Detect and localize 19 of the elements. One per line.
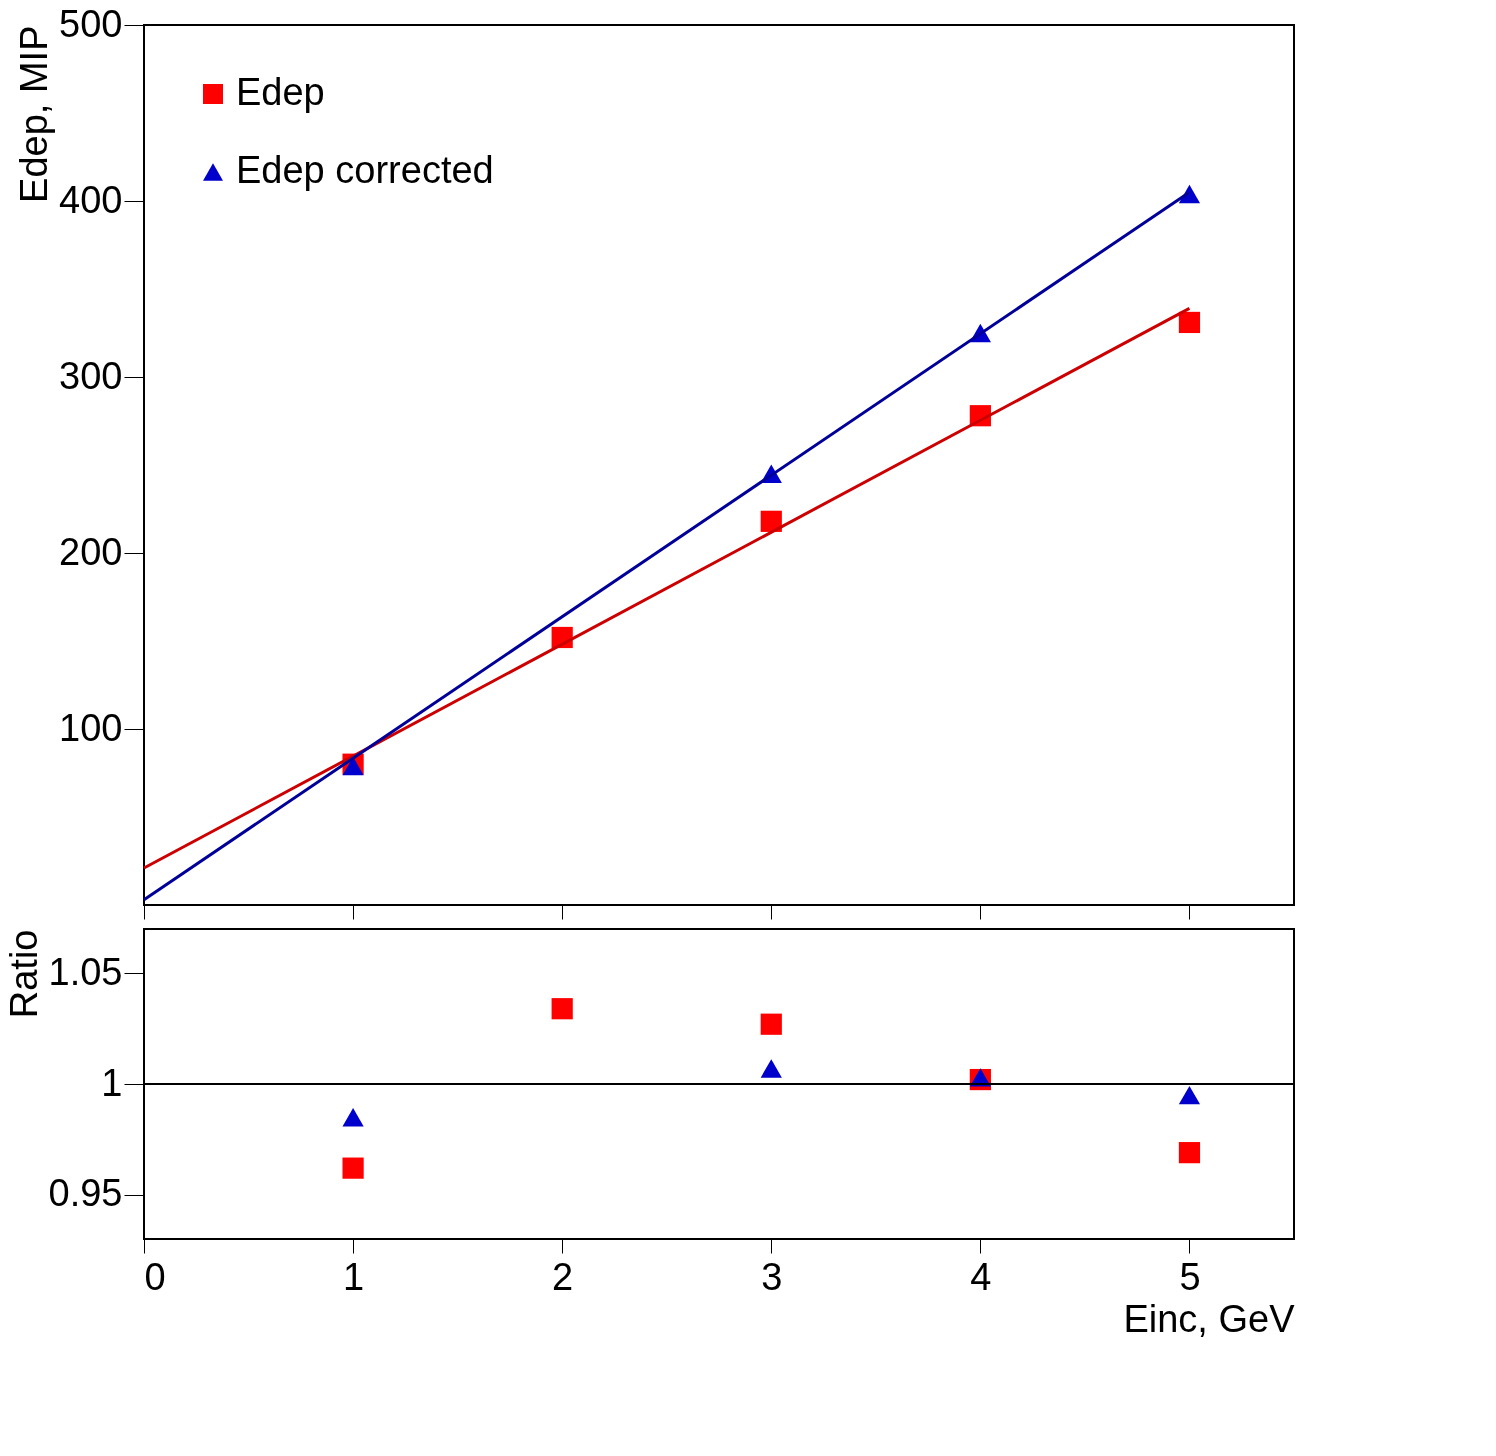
x-tick-label: 3: [761, 1255, 783, 1298]
x-axis-title: Einc, GeV: [1123, 1297, 1296, 1340]
y-tick-label: 1: [101, 1061, 123, 1104]
y-axis-title: Ratio: [2, 929, 45, 1019]
y-tick-label: 1.05: [48, 950, 123, 993]
x-tick-label: 0: [144, 1255, 166, 1298]
y-tick-label: 400: [59, 178, 123, 221]
y-tick-label: 100: [59, 706, 123, 749]
x-tick-label: 4: [970, 1255, 992, 1298]
y-tick-label: 300: [59, 354, 123, 397]
legend-label: Edep corrected: [236, 149, 494, 191]
x-tick-label: 5: [1179, 1255, 1201, 1298]
y-axis-title: Edep, MIP: [13, 25, 56, 203]
x-tick-label: 2: [552, 1255, 574, 1298]
y-tick-label: 0.95: [48, 1172, 123, 1215]
x-tick-label: 1: [343, 1255, 365, 1298]
y-tick-label: 200: [59, 530, 123, 573]
legend-label: Edep: [236, 71, 325, 113]
y-tick-label: 500: [59, 2, 123, 45]
